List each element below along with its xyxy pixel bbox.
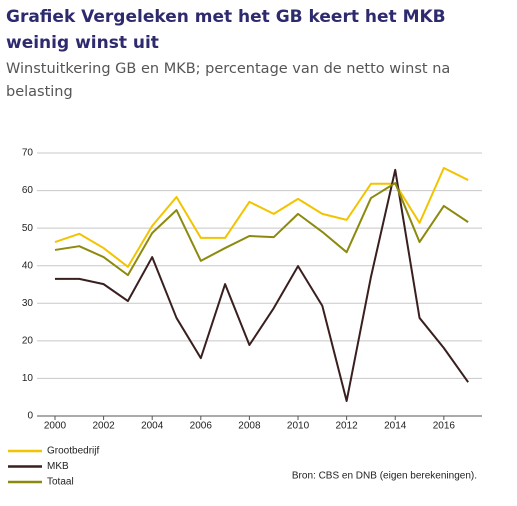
legend-label: MKB: [47, 461, 69, 472]
x-tick-label: 2008: [238, 421, 261, 432]
source-note: Bron: CBS en DNB (eigen berekeningen).: [292, 471, 477, 482]
x-tick-label: 2000: [44, 421, 67, 432]
y-tick-label: 0: [27, 411, 33, 422]
legend-label: Totaal: [47, 477, 74, 488]
y-tick-label: 50: [22, 223, 34, 234]
y-tick-label: 40: [22, 260, 34, 271]
legend-label: Grootbedrijf: [47, 446, 99, 457]
chart-title: Grafiek Vergeleken met het GB keert het …: [6, 7, 446, 53]
x-tick-label: 2012: [336, 421, 359, 432]
line-series: [54, 182, 469, 277]
y-tick-label: 60: [22, 185, 34, 196]
x-tick-label: 2006: [190, 421, 213, 432]
chart-subtitle: Winstuitkering GB en MKB; percentage van…: [6, 61, 451, 100]
x-tick-label: 2010: [287, 421, 310, 432]
y-tick-label: 20: [22, 335, 34, 346]
x-tick-label: 2014: [384, 421, 407, 432]
y-tick-label: 10: [22, 373, 34, 384]
x-tick-label: 2016: [433, 421, 456, 432]
line-series: [54, 168, 469, 402]
y-tick-label: 30: [22, 298, 34, 309]
x-tick-label: 2002: [92, 421, 115, 432]
y-tick-label: 70: [22, 148, 34, 159]
x-tick-label: 2004: [141, 421, 164, 432]
line-series: [54, 167, 469, 268]
